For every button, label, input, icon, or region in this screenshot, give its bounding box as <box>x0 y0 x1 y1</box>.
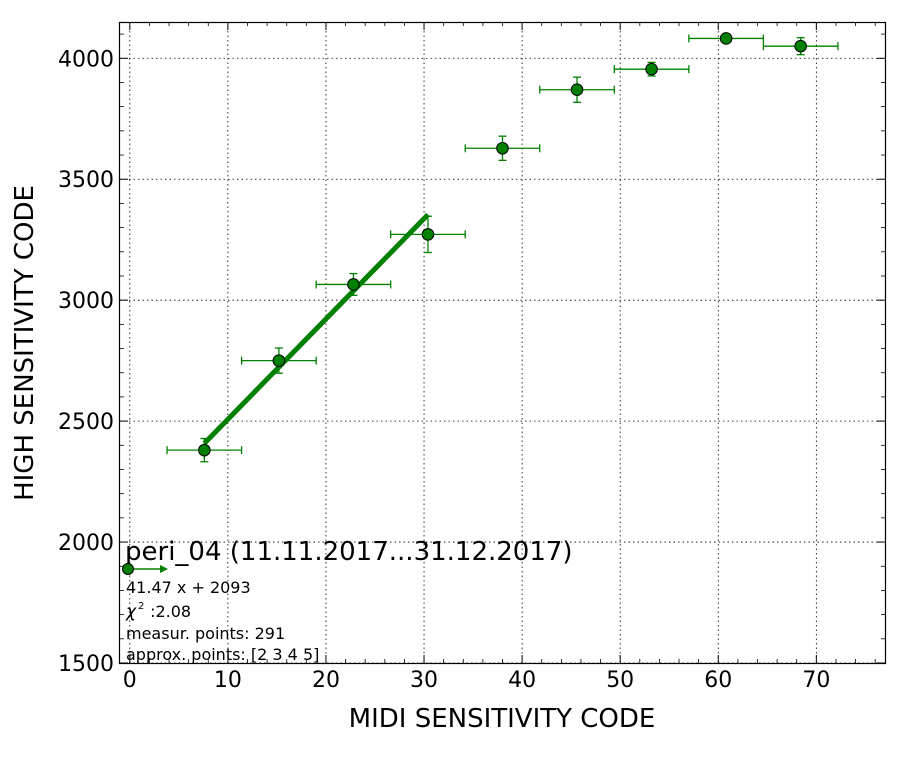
data-point <box>347 278 360 291</box>
x-tick-label: 40 <box>508 668 536 693</box>
x-axis-label: MIDI SENSITIVITY CODE <box>349 704 656 734</box>
fit-equation: 41.47 x + 2093 <box>126 578 251 597</box>
fit-line <box>202 212 430 446</box>
data-point <box>719 32 733 45</box>
chi2-symbol: χ <box>125 602 137 622</box>
plot-frame <box>118 21 887 665</box>
data-point-group <box>613 61 690 77</box>
y-axis-label: HIGH SENSITIVITY CODE <box>10 185 40 501</box>
data-points <box>166 32 839 463</box>
data-point <box>570 83 584 97</box>
data-point <box>794 39 807 53</box>
y-tick-label: 3500 <box>58 168 114 193</box>
y-tick-label: 3000 <box>58 289 114 314</box>
x-tick-label: 0 <box>123 668 137 693</box>
data-point <box>496 141 509 155</box>
chart-title: peri_04 (11.11.2017...31.12.2017) <box>125 537 573 567</box>
x-tick-label: 20 <box>312 668 340 693</box>
approx-points: approx. points: [2 3 4 5] <box>126 645 319 664</box>
y-tick-label: 4000 <box>58 47 114 72</box>
data-point-group <box>688 32 765 45</box>
data-point-group <box>390 215 466 254</box>
data-point-group <box>539 76 615 103</box>
data-point <box>272 354 286 367</box>
x-tick-label: 10 <box>214 668 242 693</box>
data-point <box>421 228 435 241</box>
data-point-group <box>464 135 541 162</box>
y-tick-label: 2500 <box>58 410 114 435</box>
data-point-group <box>762 37 839 56</box>
data-point-group <box>240 347 317 374</box>
legend-arrow-head <box>160 565 168 573</box>
tick-labels: 0 10 20 30 40 50 60 70 1500 2000 2500 3000 3500 4000 <box>58 47 830 693</box>
y-tick-label: 2000 <box>58 531 114 556</box>
data-point-group <box>166 437 243 463</box>
legend-marker <box>122 563 134 575</box>
x-tick-label: 50 <box>606 668 634 693</box>
chi2-superscript: 2 <box>138 601 144 612</box>
x-tick-label: 60 <box>704 668 732 693</box>
data-point <box>645 62 658 76</box>
x-tick-label: 70 <box>802 668 830 693</box>
legend <box>122 563 168 575</box>
chi2-value: :2.08 <box>145 602 191 621</box>
measurement-points: measur. points: 291 <box>126 624 285 643</box>
data-point-group <box>315 272 392 296</box>
fit-line-layer <box>202 212 430 446</box>
y-tick-label: 1500 <box>58 652 114 677</box>
axis-ticks <box>120 22 885 664</box>
data-point <box>198 443 211 457</box>
x-tick-label: 30 <box>410 668 438 693</box>
